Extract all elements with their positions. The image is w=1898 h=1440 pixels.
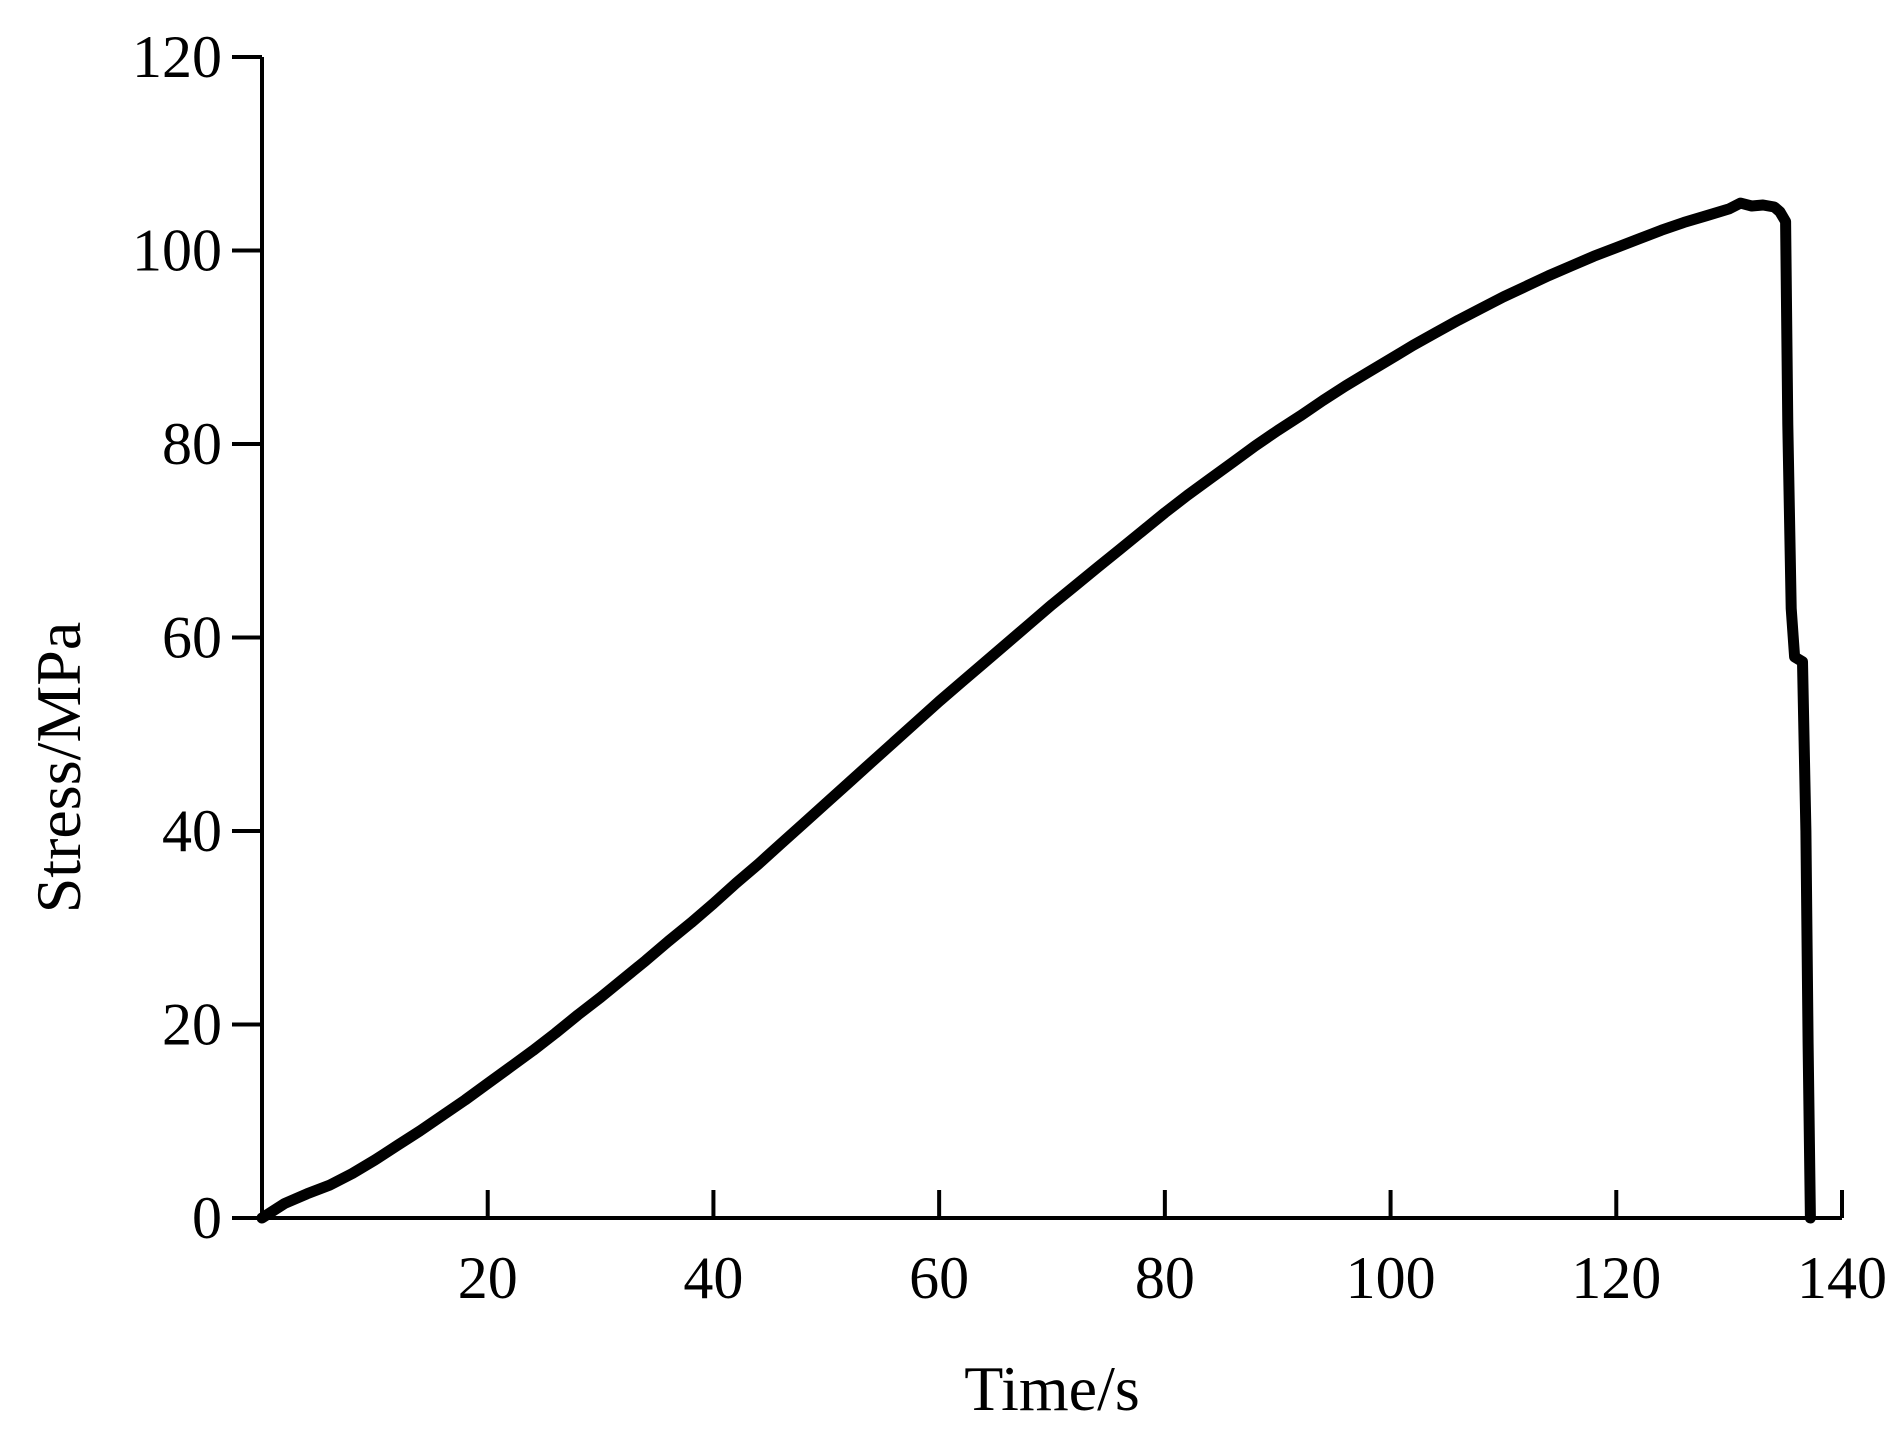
ticks: [232, 55, 1844, 1220]
x-tick-label: 140: [1797, 1245, 1887, 1311]
axes: [260, 57, 1842, 1220]
series-group: [256, 197, 1816, 1224]
y-tick-label: 0: [192, 1185, 222, 1251]
x-tick-label: 120: [1571, 1245, 1661, 1311]
x-tick-label: 60: [909, 1245, 969, 1311]
y-tick-label: 20: [162, 992, 222, 1058]
y-tick-label: 80: [162, 411, 222, 477]
x-tick-label: 100: [1346, 1245, 1436, 1311]
y-tick-label: 120: [132, 24, 222, 90]
x-axis-title: Time/s: [964, 1353, 1140, 1424]
x-tick-label: 20: [458, 1245, 518, 1311]
y-axis-title: Stress/MPa: [23, 622, 94, 914]
y-tick-label: 100: [132, 218, 222, 284]
tick-labels: 0 20 40 60 80 100 120 20 40 60 80 100 120 140: [132, 24, 1887, 1311]
y-tick-label: 60: [162, 605, 222, 671]
y-tick-label: 40: [162, 798, 222, 864]
series-line: [256, 197, 1816, 1224]
x-tick-label: 80: [1135, 1245, 1195, 1311]
x-tick-label: 40: [683, 1245, 743, 1311]
